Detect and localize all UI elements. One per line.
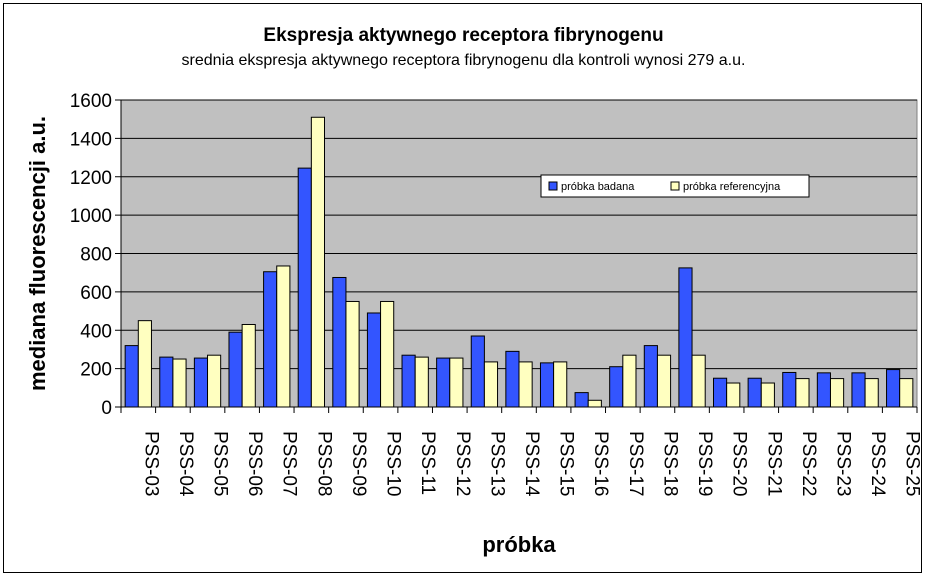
bar-probka-badana [124,345,139,408]
bar-probka-referencyjna [241,323,256,408]
y-tick-label: 0 [101,398,112,419]
x-tick-label: PSS-24 [867,431,888,497]
bar-probka-badana [747,377,762,408]
y-tick-label: 1200 [70,168,112,189]
chart-title: Ekspresja aktywnego receptora fibrynogen… [263,25,664,46]
bar-probka-badana [851,372,866,408]
legend-swatch [670,181,680,191]
x-tick-label: PSS-17 [625,431,646,496]
bar-probka-badana [366,312,382,408]
y-tick-label: 800 [80,245,112,266]
x-tick-label: PSS-10 [383,431,404,496]
bar-probka-badana [159,356,174,408]
axes [115,99,918,413]
x-tick-label: PSS-14 [521,431,542,497]
bar-probka-badana [782,371,797,408]
bar-probka-badana [816,372,831,408]
x-tick-label: PSS-13 [486,431,507,496]
y-tick-labels: 0 200 400 600 800 1000 1200 1400 1600 [70,91,112,419]
bar-probka-referencyjna [829,378,845,408]
bar-probka-referencyjna [345,300,360,408]
bar-probka-badana [332,276,347,408]
legend: próbka badana próbka referencyjna [540,174,810,198]
bar-probka-badana [297,167,312,408]
bar-probka-referencyjna [310,116,325,408]
x-tick-labels: PSS-03 PSS-04 PSS-05 PSS-06 PSS-07 PSS-08 PSS-… [140,431,922,497]
bar-probka-badana [574,392,589,408]
bar-probka-referencyjna [553,361,568,408]
bar-probka-referencyjna [622,354,637,408]
y-tick-label: 1400 [70,129,112,150]
x-tick-label: PSS-05 [210,431,231,496]
bar-probka-referencyjna [864,378,879,408]
y-tick-label: 600 [80,283,112,304]
y-tick-label: 400 [80,321,112,342]
bar-probka-referencyjna [483,361,499,408]
y-tick-label: 1600 [70,91,112,112]
bar-probka-referencyjna [587,399,602,408]
x-tick-label: PSS-08 [313,431,334,496]
y-tick-label: 200 [80,360,112,381]
bar-probka-badana [401,354,416,408]
bar-probka-referencyjna [691,354,706,408]
bar-probka-referencyjna [207,354,222,408]
x-tick-label: PSS-15 [556,431,577,496]
bar-probka-referencyjna [726,382,741,408]
x-axis-title: próbka [482,532,556,557]
bar-probka-badana [436,357,451,408]
bar-probka-badana [228,331,243,408]
bar-probka-referencyjna [380,300,395,408]
x-tick-label: PSS-06 [244,431,265,496]
bar-probka-badana [678,267,693,408]
x-tick-label: PSS-12 [452,431,473,496]
x-tick-label: PSS-22 [798,431,819,496]
bar-probka-badana [713,377,728,408]
x-tick-label: PSS-07 [279,431,300,496]
bar-probka-referencyjna [760,382,775,408]
bar-probka-badana [643,345,658,408]
chart-subtitle: srednia ekspresja aktywnego receptora fi… [181,52,746,69]
x-tick-label: PSS-20 [729,431,750,496]
legend-label: próbka badana [561,181,635,193]
x-tick-label: PSS-25 [902,431,923,496]
x-tick-label: PSS-19 [694,431,715,496]
bar-probka-referencyjna [518,361,533,408]
bar-probka-badana [193,357,209,408]
bar-probka-referencyjna [449,357,464,408]
x-tick-label: PSS-11 [417,431,438,495]
legend-label: próbka referencyjna [683,181,781,193]
bar-probka-badana [263,271,278,408]
bar-probka-referencyjna [276,265,291,408]
bar-probka-badana [886,369,901,408]
bar-probka-badana [539,362,555,408]
x-tick-label: PSS-21 [763,431,784,496]
bar-probka-referencyjna [137,320,152,408]
x-tick-label: PSS-16 [590,431,611,496]
bar-probka-referencyjna [414,356,429,408]
bar-probka-badana [609,366,624,408]
legend-swatch [548,181,558,191]
x-tick-label: PSS-23 [832,431,853,496]
x-tick-label: PSS-03 [140,431,161,496]
bar-probka-referencyjna [795,378,810,408]
x-tick-label: PSS-09 [348,431,369,496]
y-axis-title: mediana fluorescencji a.u. [25,116,50,391]
bar-probka-badana [470,335,485,408]
bar-probka-badana [505,350,520,408]
y-tick-label: 1000 [70,206,112,227]
bar-probka-referencyjna [899,378,914,408]
bar-probka-referencyjna [656,354,672,408]
x-tick-label: PSS-18 [659,431,680,496]
x-tick-label: PSS-04 [175,431,196,497]
bar-probka-referencyjna [172,358,187,408]
